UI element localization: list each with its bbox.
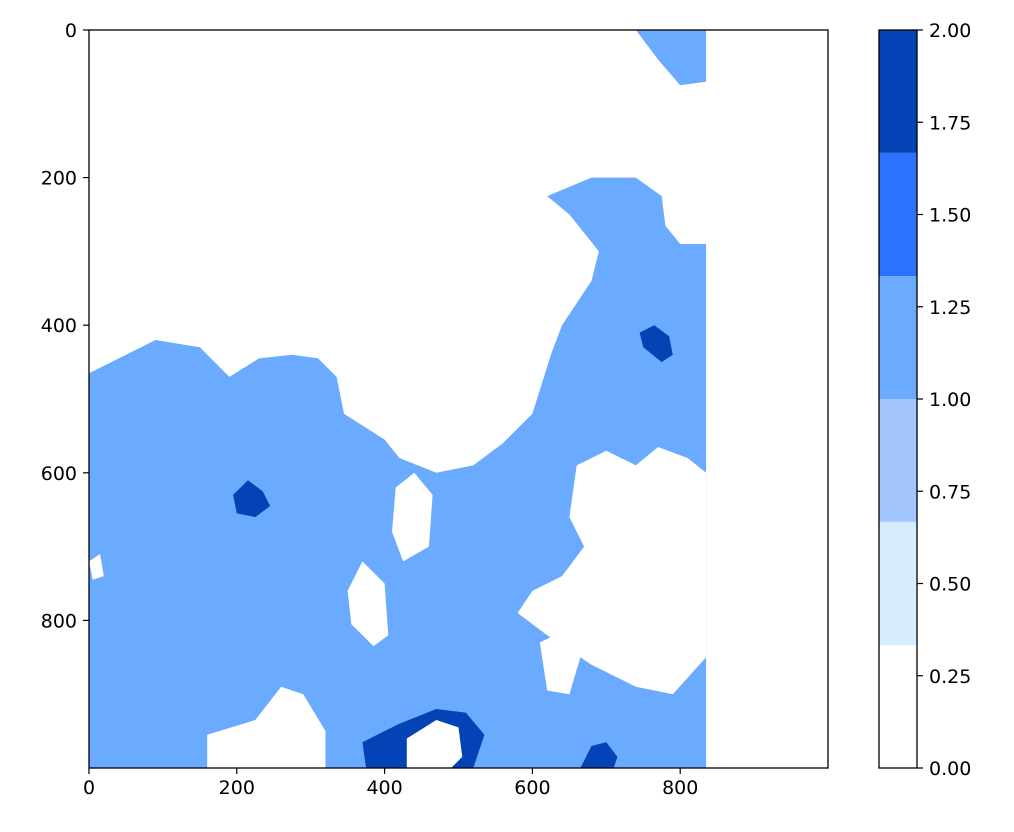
y-tick-label: 0 xyxy=(65,20,77,42)
colorbar-tick-label: 0.25 xyxy=(929,666,971,688)
heatmap-region-1 xyxy=(635,30,707,86)
y-tick-label: 600 xyxy=(41,463,77,485)
heatmap-region-2 xyxy=(517,447,707,695)
heatmap-regions xyxy=(89,30,707,768)
x-tick-label: 600 xyxy=(514,777,550,799)
colorbar-level-2 xyxy=(879,399,917,522)
y-axis: 0 200 400 600 800 xyxy=(41,20,89,632)
heatmap-region-10 xyxy=(233,480,271,518)
x-tick-label: 0 xyxy=(83,777,95,799)
colorbar-level-4 xyxy=(879,152,917,277)
x-tick-label: 400 xyxy=(366,777,402,799)
colorbar-level-0 xyxy=(879,645,917,768)
y-tick-label: 800 xyxy=(41,610,77,632)
heatmap-region-9 xyxy=(406,720,463,768)
colorbar-level-3 xyxy=(879,276,917,399)
x-tick-label: 200 xyxy=(219,777,255,799)
x-tick-label: 800 xyxy=(662,777,698,799)
colorbar-axis: 0.00 0.25 0.50 0.75 1.00 1.25 1.50 1.75 2.00 xyxy=(917,20,971,780)
colorbar xyxy=(879,30,917,768)
colorbar-level-1 xyxy=(879,521,917,646)
y-tick-label: 400 xyxy=(41,315,77,337)
colorbar-tick-label: 0.00 xyxy=(929,758,971,780)
heatmap-region-4 xyxy=(347,561,389,647)
colorbar-tick-label: 1.50 xyxy=(929,205,971,227)
heatmap-region-11 xyxy=(580,742,618,768)
heatmap-region-3 xyxy=(207,686,326,768)
heatmap-region-7 xyxy=(539,631,581,695)
colorbar-tick-label: 0.50 xyxy=(929,574,971,596)
colorbar-tick-label: 2.00 xyxy=(929,20,971,42)
x-axis: 0 200 400 600 800 xyxy=(83,768,698,799)
colorbar-tick-label: 1.75 xyxy=(929,112,971,134)
heatmap-region-12 xyxy=(639,325,673,363)
colorbar-tick-label: 1.00 xyxy=(929,389,971,411)
plot-frame xyxy=(88,29,829,769)
y-tick-label: 200 xyxy=(41,168,77,190)
colorbar-level-5 xyxy=(879,30,917,153)
colorbar-tick-label: 1.25 xyxy=(929,297,971,319)
heatmap-region-6 xyxy=(89,554,104,580)
heatmap-region-5 xyxy=(392,472,433,562)
colorbar-tick-label: 0.75 xyxy=(929,481,971,503)
